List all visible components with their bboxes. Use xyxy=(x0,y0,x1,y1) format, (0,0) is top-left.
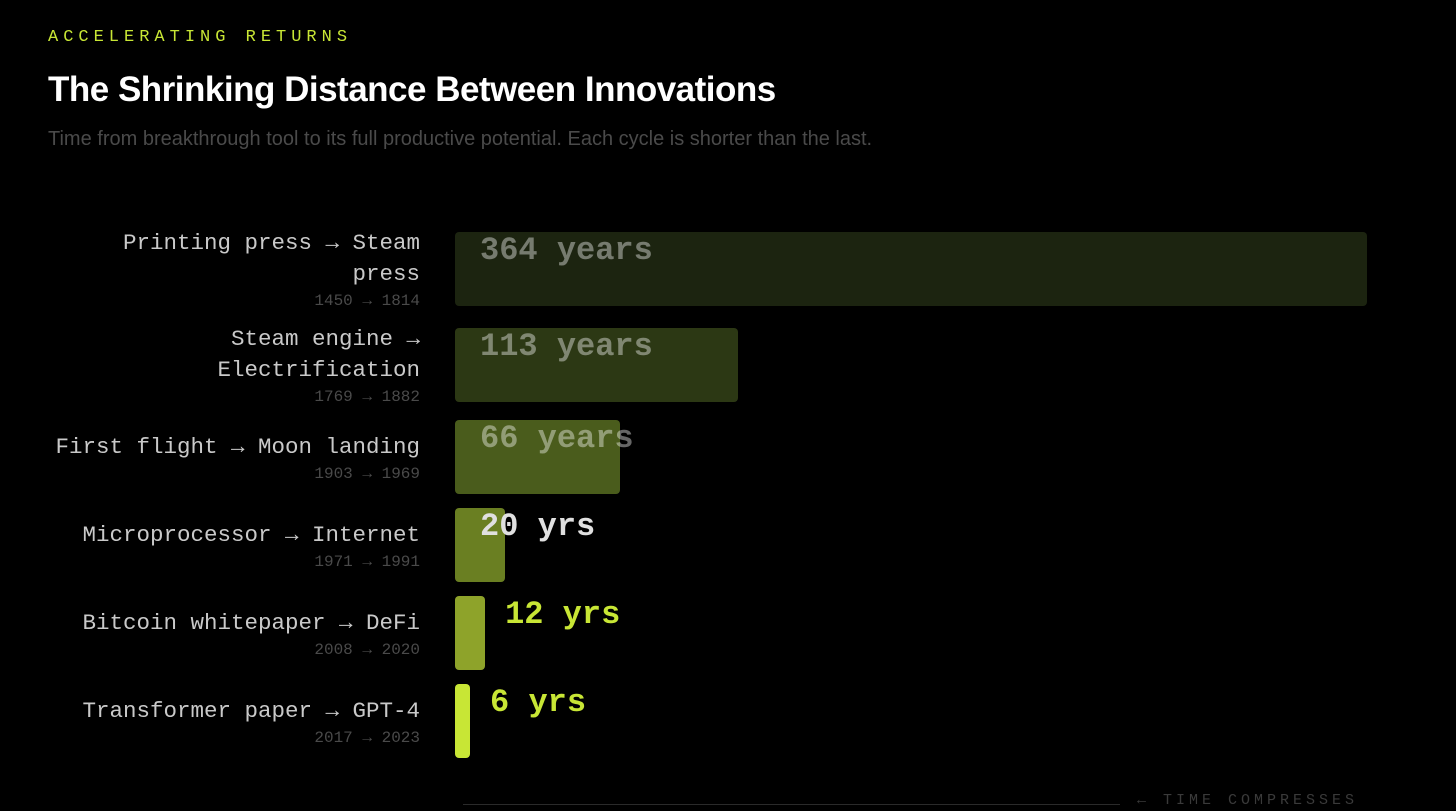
bar xyxy=(455,684,471,758)
bar xyxy=(455,596,486,670)
bar-row: Printing press → Steam press 1450 → 1814 3… xyxy=(48,228,1388,310)
value-label: 66 years xyxy=(480,420,634,457)
row-label: Printing press → Steam press 1450 → 1814 xyxy=(48,228,420,310)
row-label: Steam engine → Electrification 1769 → 188… xyxy=(48,324,420,406)
bar-rows: Printing press → Steam press 1450 → 1814 3… xyxy=(48,228,1388,758)
category-label: Bitcoin whitepaper → DeFi xyxy=(82,609,420,636)
value-label: 20 yrs xyxy=(480,508,596,545)
eyebrow: ACCELERATING RETURNS xyxy=(48,28,353,47)
value-label: 113 years xyxy=(480,328,653,365)
value-label: 6 yrs xyxy=(490,684,587,721)
bar xyxy=(455,232,1367,306)
bar-row: Microprocessor → Internet 1971 → 1991 20 y… xyxy=(48,508,1388,582)
category-label: First flight → Moon landing xyxy=(55,433,420,460)
category-label: Steam engine → Electrification xyxy=(217,326,420,383)
period-label: 2017 → 2023 xyxy=(314,728,420,747)
bar xyxy=(455,328,739,402)
bar xyxy=(455,420,621,494)
bar-track: 12 yrs xyxy=(455,596,1367,670)
bar xyxy=(455,508,506,582)
category-label: Transformer paper → GPT-4 xyxy=(82,697,420,724)
period-label: 2008 → 2020 xyxy=(314,640,420,659)
footer: ← TIME COMPRESSES xyxy=(1137,792,1359,809)
period-label: 1769 → 1882 xyxy=(314,388,420,406)
row-label: Transformer paper → GPT-4 2017 → 2023 xyxy=(48,696,420,747)
bar-track: 6 yrs xyxy=(455,684,1367,758)
bar-row: Transformer paper → GPT-4 2017 → 2023 6 yr… xyxy=(48,684,1388,758)
period-label: 1903 → 1969 xyxy=(314,464,420,483)
category-label: Microprocessor → Internet xyxy=(82,521,420,548)
bar-track: 20 yrs xyxy=(455,508,1367,582)
period-label: 1450 → 1814 xyxy=(314,292,420,310)
footer-rule xyxy=(463,804,1120,805)
value-label: 364 years xyxy=(480,232,653,269)
period-label: 1971 → 1991 xyxy=(314,552,420,571)
category-label: Printing press → Steam press xyxy=(122,230,420,287)
bar-row: Bitcoin whitepaper → DeFi 2008 → 2020 12 y… xyxy=(48,596,1388,670)
bar-row: Steam engine → Electrification 1769 → 188… xyxy=(48,324,1388,406)
bar-track: 364 years xyxy=(455,232,1367,306)
bar-track: 66 years xyxy=(455,420,1367,494)
value-label: 12 yrs xyxy=(505,596,621,633)
bar-track: 113 years xyxy=(455,328,1367,402)
bar-row: First flight → Moon landing 1903 → 1969 66… xyxy=(48,420,1388,494)
row-label: Bitcoin whitepaper → DeFi 2008 → 2020 xyxy=(48,608,420,659)
row-label: Microprocessor → Internet 1971 → 1991 xyxy=(48,520,420,571)
row-label: First flight → Moon landing 1903 → 1969 xyxy=(48,432,420,483)
chart-subtitle: Time from breakthrough tool to its full … xyxy=(48,128,873,150)
chart-title: The Shrinking Distance Between Innovatio… xyxy=(48,70,776,109)
